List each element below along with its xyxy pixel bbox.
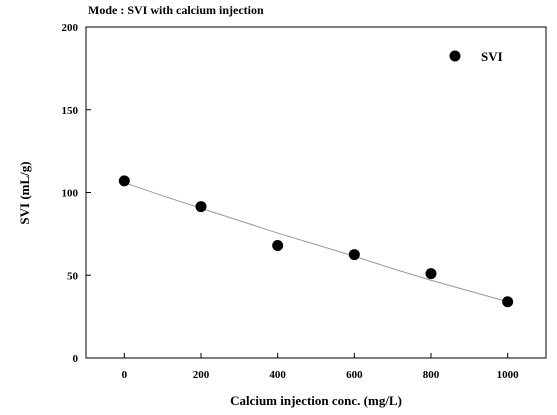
chart-title: Mode : SVI with calcium injection [88, 3, 264, 17]
data-point [502, 296, 514, 308]
data-point [272, 239, 284, 251]
x-tick-label: 200 [193, 369, 210, 381]
y-tick-label: 0 [73, 353, 79, 365]
data-point [195, 201, 207, 213]
x-tick-label: 1000 [497, 369, 520, 381]
trend-line [124, 182, 508, 303]
data-point [118, 175, 130, 187]
x-tick-label: 400 [269, 369, 286, 381]
y-axis-title: SVI (mL/g) [17, 161, 32, 224]
y-tick-label: 200 [62, 22, 79, 34]
x-tick-label: 600 [346, 369, 363, 381]
y-tick-label: 100 [62, 188, 79, 200]
y-tick-label: 50 [67, 270, 79, 282]
legend-label-svi: SVI [481, 49, 503, 64]
x-tick-label: 800 [423, 369, 440, 381]
data-point [425, 268, 437, 280]
legend: SVI [449, 49, 503, 64]
x-axis-ticks: 0 200 400 600 800 1000 [122, 353, 520, 381]
data-points [118, 175, 514, 308]
x-axis-title: Calcium injection conc. (mg/L) [230, 393, 402, 408]
x-tick-label: 0 [122, 369, 128, 381]
y-tick-label: 150 [62, 105, 79, 117]
plot-frame [85, 26, 547, 359]
y-axis-ticks: 0 50 100 150 200 [62, 22, 91, 365]
legend-marker [449, 50, 461, 62]
data-point [348, 249, 360, 261]
